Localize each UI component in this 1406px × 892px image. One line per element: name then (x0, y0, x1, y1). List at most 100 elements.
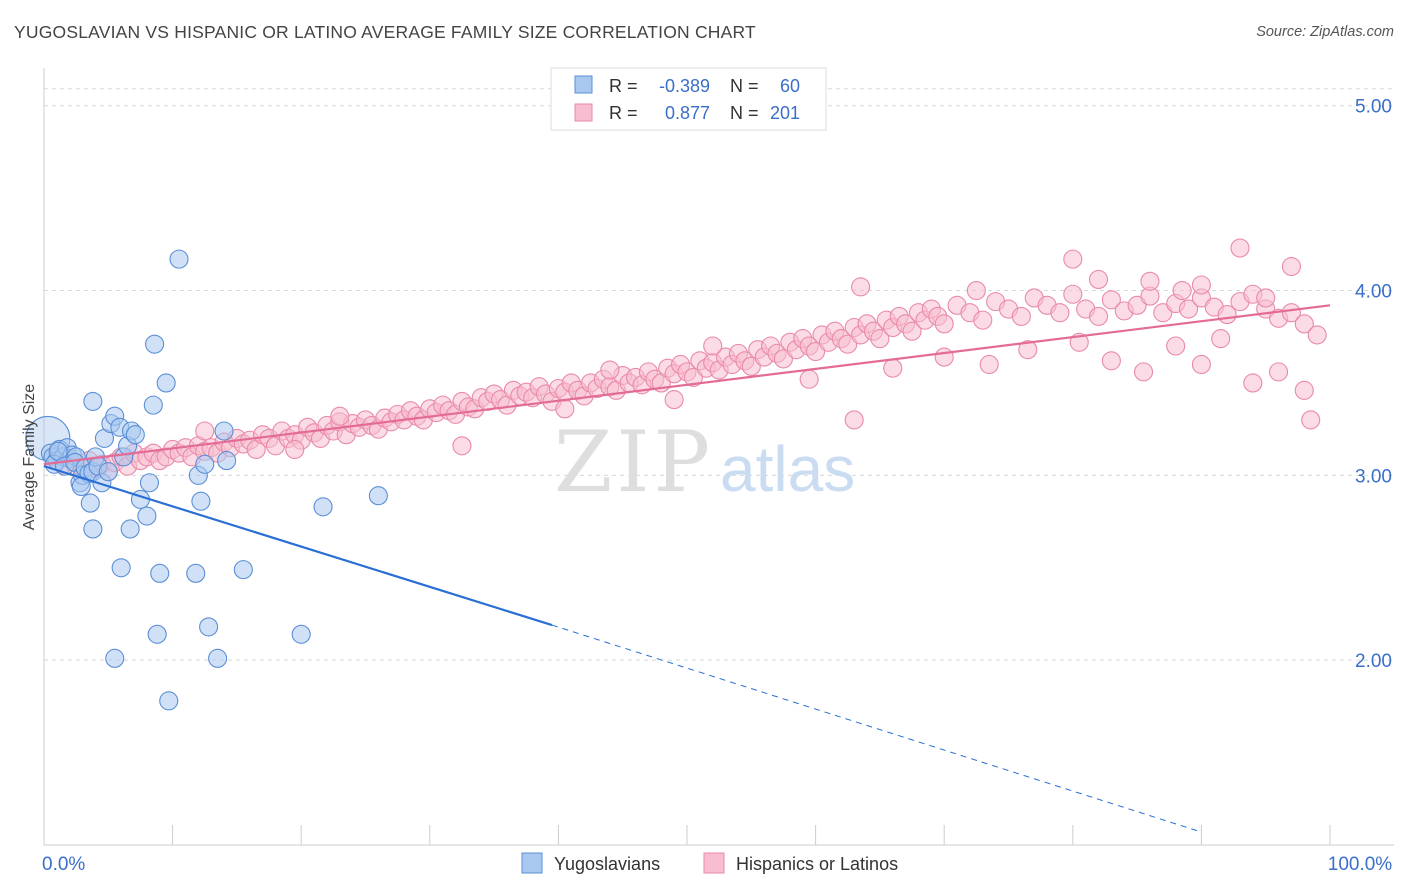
y-tick-labels: 2.00 3.00 4.00 5.00 (1355, 97, 1392, 672)
legend-swatch-blue (574, 75, 593, 94)
yugoslavian-point-46 (214, 421, 234, 441)
hispanic-point-175 (799, 369, 819, 389)
legend-r-label-1: R = (609, 76, 638, 96)
y-tick-label-1: 3.00 (1355, 466, 1392, 487)
yugoslavian-point-58 (208, 648, 228, 668)
hispanic-point-177 (883, 358, 903, 378)
legend-top: R = -0.389 N = 60 R = 0.877 N = 201 (550, 67, 827, 131)
hispanic-trend-line (43, 304, 1331, 466)
yugoslavian-point-38 (139, 473, 160, 493)
hispanic-point-178 (934, 347, 954, 367)
yugoslavian-point-55 (199, 617, 219, 637)
hispanic-point-196 (1191, 275, 1211, 295)
legend-swatch-pink (574, 103, 593, 122)
trend-lines (43, 304, 1331, 833)
hispanic-point-150 (1101, 290, 1121, 310)
hispanic-point-154 (1153, 303, 1173, 323)
yugoslavian-point-21 (80, 493, 100, 513)
yugoslavian-point-49 (150, 563, 170, 583)
hispanic-point-194 (1140, 271, 1160, 291)
legend-bottom: Yugoslavians Hispanics or Latinos (521, 852, 898, 874)
yugoslavian-point-59 (159, 691, 179, 711)
hispanic-point-164 (1281, 303, 1301, 323)
yugoslavian-point-41 (156, 373, 176, 393)
watermark: ZIP atlas (554, 413, 855, 511)
legend-r-value-1: -0.389 (659, 76, 710, 96)
hispanic-point-195 (1172, 280, 1192, 301)
hispanic-point-183 (1133, 362, 1154, 382)
yugoslavian-point-56 (291, 624, 311, 644)
hispanic-point-198 (1256, 288, 1276, 308)
yugoslavian-point-52 (313, 497, 333, 517)
yugoslavian-point-47 (217, 451, 237, 471)
yugoslavian-point-39 (143, 395, 163, 415)
hispanic-point-168 (285, 439, 305, 460)
hispanic-point-137 (934, 314, 954, 334)
hispanic-point-191 (966, 280, 986, 301)
yugoslavian-point-37 (137, 506, 157, 526)
yugoslavian-point-22 (83, 391, 103, 411)
hispanic-point-98 (683, 367, 703, 387)
legend-bottom-label-yugoslavians: Yugoslavians (554, 854, 660, 874)
hispanic-point-132 (902, 321, 922, 341)
yugoslavian-point-53 (368, 486, 388, 506)
y-tick-label-3: 5.00 (1355, 97, 1392, 118)
y-axis-label: Average Family Size (21, 384, 38, 531)
hispanic-point-172 (600, 360, 620, 380)
hispanic-point-112 (773, 349, 794, 369)
legend-bottom-label-hispanics: Hispanics or Latinos (736, 854, 898, 874)
yugoslavian-point-33 (125, 425, 145, 445)
hispanic-point-122 (838, 334, 858, 354)
hispanic-point-149 (1088, 306, 1109, 326)
watermark-atlas: atlas (720, 433, 855, 505)
hispanic-point-147 (1063, 284, 1083, 304)
hispanic-point-143 (1011, 306, 1031, 326)
hispanic-point-190 (851, 277, 871, 297)
hispanic-point-156 (1178, 299, 1199, 319)
yugoslavian-point-45 (195, 454, 215, 474)
hispanic-point-182 (1101, 351, 1121, 371)
hispanic-point-170 (452, 436, 472, 456)
hispanic-point-167 (195, 421, 215, 441)
legend-bottom-swatch-blue (521, 852, 543, 874)
yugoslavian-point-26 (98, 462, 118, 482)
yugoslavian-point-34 (83, 519, 103, 539)
chart-title: YUGOSLAVIAN VS HISPANIC OR LATINO AVERAG… (14, 22, 756, 42)
hispanic-point-189 (1294, 380, 1314, 400)
legend-n-label-1: N = (730, 76, 759, 96)
hispanic-point-199 (1281, 256, 1301, 277)
hispanic-point-169 (330, 406, 350, 426)
legend-n-value-2: 201 (770, 103, 800, 123)
yugoslavian-trend-extension (551, 624, 1202, 833)
hispanic-point-200 (1301, 410, 1321, 430)
yugoslavian-point-42 (169, 249, 189, 269)
legend-bottom-swatch-pink (703, 852, 725, 874)
yugoslavian-point-48 (111, 558, 131, 578)
x-tick-label-0: 0.0% (42, 854, 85, 875)
series-yugoslavians-points (25, 249, 388, 711)
yugoslavian-point-44 (191, 491, 211, 511)
hispanic-point-197 (1230, 238, 1250, 258)
y-tick-label-2: 4.00 (1355, 282, 1392, 303)
hispanic-point-180 (1018, 340, 1038, 360)
yugoslavian-point-57 (105, 648, 125, 668)
x-tick-labels: 0.0% 100.0% (42, 854, 1392, 875)
y-tick-label-0: 2.00 (1355, 651, 1392, 672)
hispanic-point-166 (1307, 325, 1327, 345)
hispanic-point-184 (1166, 336, 1186, 356)
legend-n-label-2: N = (730, 103, 759, 123)
yugoslavian-trend-line (43, 465, 553, 627)
hispanic-point-165 (1294, 314, 1314, 334)
legend-r-value-2: 0.877 (665, 103, 710, 123)
hispanic-point-179 (979, 354, 999, 375)
hispanic-point-193 (1088, 269, 1109, 290)
watermark-zip: ZIP (554, 413, 714, 511)
hispanic-point-185 (1191, 354, 1211, 375)
hispanic-point-127 (870, 329, 890, 349)
hispanic-point-186 (1211, 329, 1231, 349)
legend-r-label-2: R = (609, 103, 638, 123)
hispanic-point-187 (1243, 373, 1263, 393)
hispanic-point-176 (844, 410, 864, 430)
hispanic-point-107 (741, 356, 761, 376)
